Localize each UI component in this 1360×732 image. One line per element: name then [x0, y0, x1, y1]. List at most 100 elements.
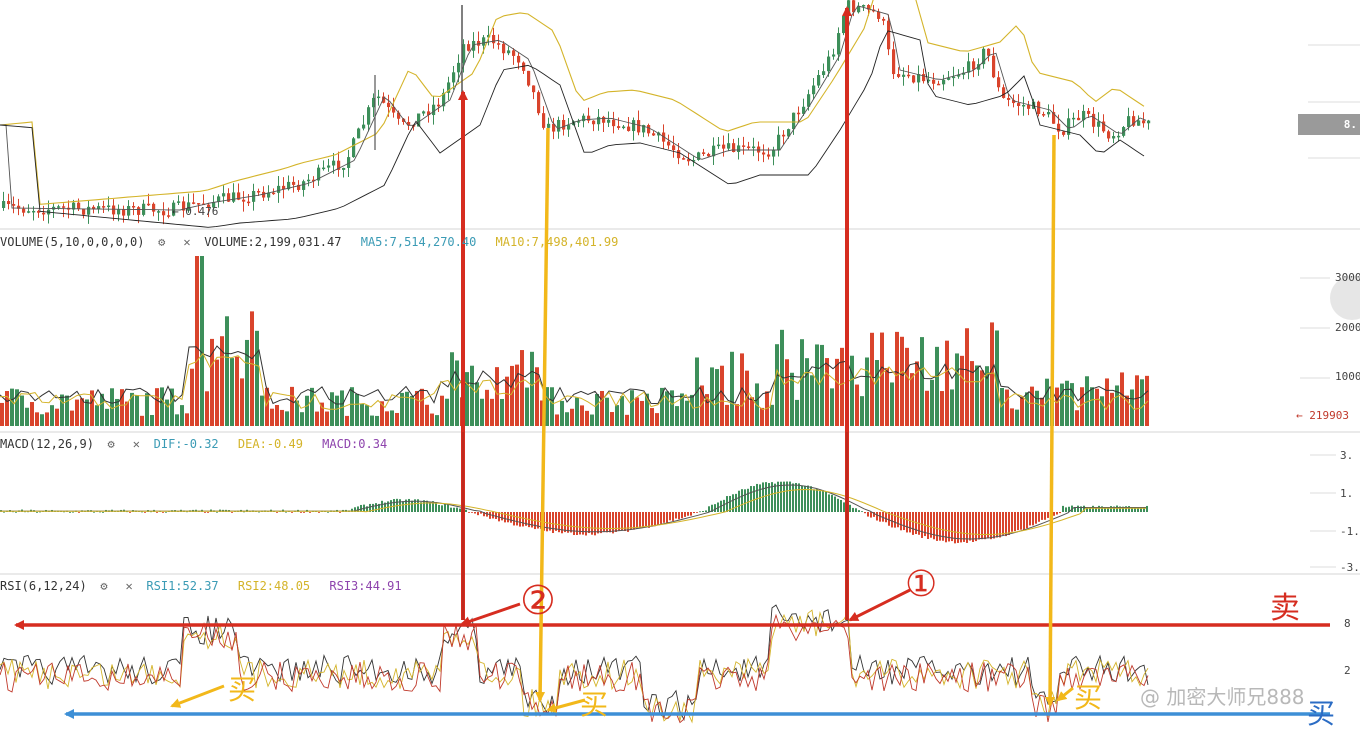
macd-bar [771, 482, 773, 512]
macd-bar [900, 512, 902, 531]
macd-bar [1032, 512, 1034, 526]
volume-bar [1025, 392, 1029, 426]
volume-bar [945, 340, 949, 426]
price-candle [722, 144, 726, 149]
volume-bar [995, 330, 999, 426]
price-candle [677, 150, 681, 159]
close-icon[interactable]: ✕ [183, 235, 191, 249]
macd-bar [1011, 512, 1013, 532]
volume-bar [35, 412, 39, 426]
volume-bar [40, 414, 44, 426]
close-icon[interactable]: ✕ [132, 437, 140, 451]
price-candle [1052, 111, 1056, 124]
price-candle [222, 193, 226, 197]
macd-bar [381, 500, 383, 512]
price-candle [322, 167, 326, 170]
price-candle [157, 211, 161, 213]
macd-bar [729, 495, 731, 512]
scroll-handle[interactable] [1330, 276, 1360, 320]
gear-icon[interactable]: ⚙ [158, 235, 166, 249]
macd-bar [897, 512, 899, 528]
price-candle [672, 145, 676, 151]
volume-tick: 2000 [1335, 321, 1360, 334]
min-price-label: ← 0.476 [172, 205, 219, 218]
macd-bar [1065, 507, 1067, 512]
volume-bar [585, 410, 589, 426]
price-candle [742, 145, 746, 147]
macd-bar [567, 512, 569, 533]
price-candle [167, 215, 171, 217]
price-candle [507, 50, 511, 54]
volume-bar [810, 375, 814, 426]
macd-bar [906, 512, 908, 533]
volume-bar [735, 404, 739, 426]
price-candle [827, 56, 831, 72]
volume-bar [620, 396, 624, 426]
price-candle [512, 50, 516, 56]
price-candle [87, 206, 91, 215]
macd-bar [414, 499, 416, 512]
volume-bar [760, 407, 764, 426]
macd-bar [570, 512, 572, 533]
volume-bar [1065, 380, 1069, 426]
volume-bar [470, 365, 474, 426]
price-candle [297, 184, 301, 190]
buy-pointer-arrow [1056, 686, 1074, 702]
volume-bar [635, 397, 639, 426]
volume-bar [885, 368, 889, 426]
gear-icon[interactable]: ⚙ [107, 437, 115, 451]
price-candle [32, 210, 36, 213]
macd-bar [978, 512, 980, 540]
macd-bar [1077, 505, 1079, 512]
price-candle [1042, 114, 1046, 116]
price-candle [1037, 101, 1041, 115]
macd-bar [744, 489, 746, 512]
macd-bar [972, 512, 974, 542]
macd-bar [1089, 508, 1091, 512]
price-candle [882, 18, 886, 21]
price-candle [537, 92, 541, 114]
price-candle [1127, 116, 1131, 128]
macd-bar [357, 506, 359, 512]
price-candle [62, 206, 66, 208]
macd-bar [420, 502, 422, 512]
price-candle [392, 107, 396, 113]
price-candle [712, 145, 716, 157]
volume-bar [1085, 376, 1089, 426]
price-candle [372, 97, 376, 108]
marker-pointer-arrow [848, 588, 911, 622]
rsi-indicator-name: RSI(6,12,24) [0, 579, 87, 593]
macd-bar [216, 511, 218, 513]
macd-bar [501, 512, 503, 521]
macd-bar [129, 512, 131, 513]
macd-bar [258, 511, 260, 513]
macd-bar [954, 512, 956, 544]
gear-icon[interactable]: ⚙ [100, 579, 108, 593]
macd-bar [1146, 505, 1148, 512]
macd-bar [375, 503, 377, 512]
macd-bar [204, 512, 206, 513]
volume-bar [970, 361, 974, 426]
price-candle [787, 129, 791, 137]
price-candle [492, 34, 496, 44]
volume-bar [1135, 375, 1139, 426]
volume-bar [685, 400, 689, 426]
macd-bar [756, 483, 758, 512]
macd-bar [849, 504, 851, 512]
volume-bar [1030, 386, 1034, 426]
volume-bar [1105, 378, 1109, 426]
price-candle [927, 79, 931, 82]
close-icon[interactable]: ✕ [125, 579, 133, 593]
price-candle [772, 149, 776, 157]
macd-bar [891, 512, 893, 528]
price-candle [42, 212, 46, 215]
volume-bar [80, 398, 84, 426]
macd-bar [852, 507, 854, 512]
volume-bar [930, 379, 934, 426]
macd-bar [303, 512, 305, 513]
volume-bar [780, 329, 784, 426]
buy-pointer-arrow [170, 684, 225, 708]
volume-bar [195, 256, 199, 426]
macd-bar [702, 511, 704, 512]
macd-bar [1113, 506, 1115, 512]
